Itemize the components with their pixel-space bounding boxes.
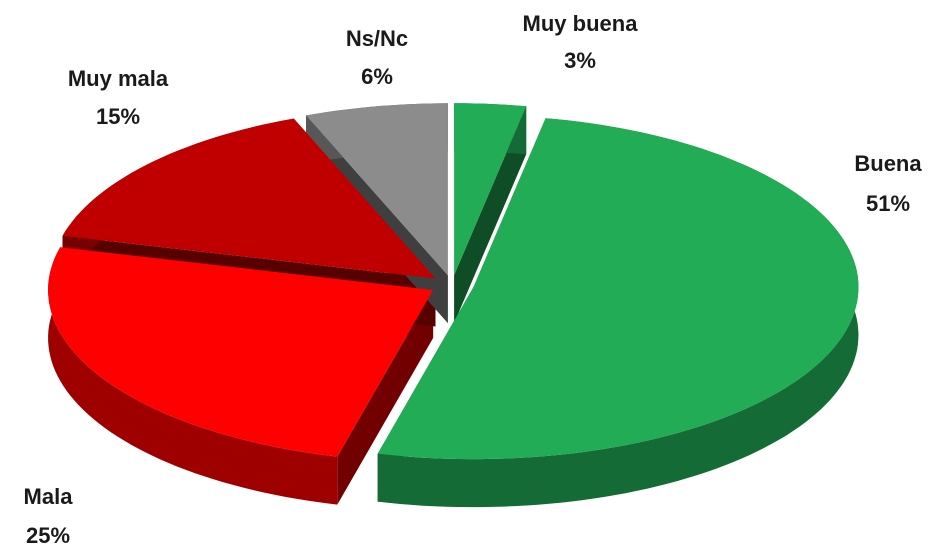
slice-outer-side xyxy=(48,247,338,505)
slice-label: Muy buena xyxy=(523,11,639,36)
labels: Muy buena 3% Buena 51% Mala 25% Muy mala 15% Ns/… xyxy=(24,11,923,548)
slice xyxy=(306,103,448,276)
slice-tops xyxy=(48,103,859,460)
slice xyxy=(62,118,436,279)
slice-value-label: 3% xyxy=(564,48,596,73)
slice-label: Mala xyxy=(24,484,74,509)
slice-label: Ns/Nc xyxy=(346,26,408,51)
slice-label: Muy mala xyxy=(68,66,169,91)
slice-cut-side xyxy=(454,106,527,324)
slice xyxy=(48,247,434,457)
slice xyxy=(454,103,527,276)
slice-cut-side xyxy=(337,290,434,505)
slice-value-label: 6% xyxy=(361,64,393,89)
slice-value-label: 15% xyxy=(96,104,140,129)
slice-value-label: 25% xyxy=(26,523,70,548)
slice-label: Buena xyxy=(854,151,922,176)
slice-outer-side xyxy=(377,118,859,508)
slice xyxy=(377,118,859,460)
slice-value-label: 51% xyxy=(866,191,910,216)
